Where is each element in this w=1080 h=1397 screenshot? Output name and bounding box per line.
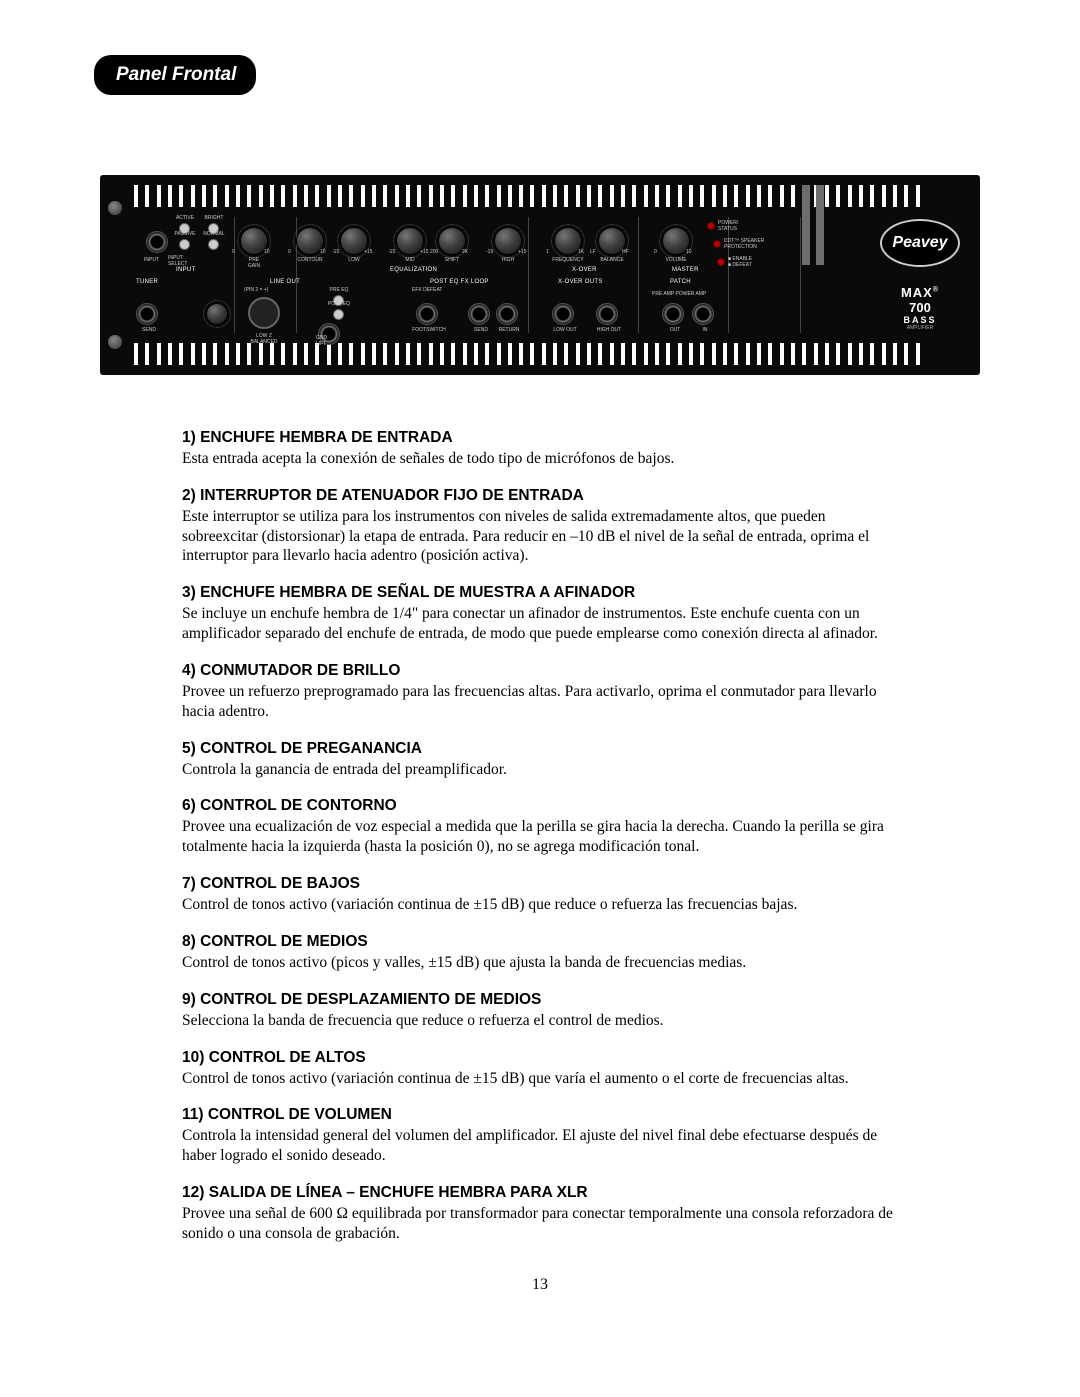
section-title: 7) CONTROL DE BAJOS — [182, 875, 898, 893]
section-body: Selecciona la banda de frecuencia que re… — [182, 1011, 898, 1031]
manual-section: 5) CONTROL DE PREGANANCIA Controla la gan… — [182, 740, 898, 780]
manual-section: 4) CONMUTADOR DE BRILLO Provee un refuerz… — [182, 662, 898, 722]
section-title: 8) CONTROL DE MEDIOS — [182, 933, 898, 951]
manual-section: 9) CONTROL DE DESPLAZAMIENTO DE MEDIOS Se… — [182, 991, 898, 1031]
section-body: Se incluye un enchufe hembra de 1/4" par… — [182, 604, 898, 644]
manual-section: 3) ENCHUFE HEMBRA DE SEÑAL DE MUESTRA A … — [182, 584, 898, 644]
manual-section: 2) INTERRUPTOR DE ATENUADOR FIJO DE ENTR… — [182, 487, 898, 566]
section-title: 5) CONTROL DE PREGANANCIA — [182, 740, 898, 758]
section-title: 10) CONTROL DE ALTOS — [182, 1049, 898, 1067]
section-body: Esta entrada acepta la conexión de señal… — [182, 449, 898, 469]
section-title: 4) CONMUTADOR DE BRILLO — [182, 662, 898, 680]
model-label: MAX® 700 BASS AMPLIFIER — [884, 285, 956, 331]
section-body: Provee una señal de 600 Ω equilibrada po… — [182, 1204, 898, 1244]
section-body: Controla la intensidad general del volum… — [182, 1126, 898, 1166]
section-badge: Panel Frontal — [94, 55, 256, 95]
section-title: 3) ENCHUFE HEMBRA DE SEÑAL DE MUESTRA A … — [182, 584, 898, 602]
amplifier-front-panel: INPUTEQUALIZATIONX-OVERMASTERTUNERLINE O… — [100, 175, 980, 375]
model-line-4: AMPLIFIER — [884, 325, 956, 331]
section-body: Control de tonos activo (variación conti… — [182, 895, 898, 915]
section-body: Provee un refuerzo preprogramado para la… — [182, 682, 898, 722]
model-line-2: 700 — [884, 300, 956, 315]
manual-section: 6) CONTROL DE CONTORNO Provee una ecualiz… — [182, 797, 898, 857]
section-body: Control de tonos activo (picos y valles,… — [182, 953, 898, 973]
panel-diagram: 1245678910222311263131214151816172425202… — [100, 175, 980, 375]
manual-section: 10) CONTROL DE ALTOS Control de tonos act… — [182, 1049, 898, 1089]
section-body: Control de tonos activo (variación conti… — [182, 1069, 898, 1089]
section-title: 12) SALIDA DE LÍNEA – ENCHUFE HEMBRA PAR… — [182, 1184, 898, 1202]
manual-section: 8) CONTROL DE MEDIOS Control de tonos act… — [182, 933, 898, 973]
model-line-1: MAX — [901, 285, 933, 300]
manual-section: 1) ENCHUFE HEMBRA DE ENTRADA Esta entrada… — [182, 429, 898, 469]
section-title: 11) CONTROL DE VOLUMEN — [182, 1106, 898, 1124]
section-title: 1) ENCHUFE HEMBRA DE ENTRADA — [182, 429, 898, 447]
manual-section: 7) CONTROL DE BAJOS Control de tonos acti… — [182, 875, 898, 915]
section-body: Este interruptor se utiliza para los ins… — [182, 507, 898, 566]
manual-section: 11) CONTROL DE VOLUMEN Controla la intens… — [182, 1106, 898, 1166]
manual-section: 12) SALIDA DE LÍNEA – ENCHUFE HEMBRA PAR… — [182, 1184, 898, 1244]
section-title: 6) CONTROL DE CONTORNO — [182, 797, 898, 815]
page-number: 13 — [94, 1276, 986, 1294]
brand-logo: Peavey — [880, 219, 960, 267]
model-reg: ® — [933, 287, 939, 294]
panel-ticks-bottom — [134, 343, 920, 365]
model-line-3: BASS — [884, 315, 956, 325]
section-body: Provee una ecualización de voz especial … — [182, 817, 898, 857]
section-title: 2) INTERRUPTOR DE ATENUADOR FIJO DE ENTR… — [182, 487, 898, 505]
section-title: 9) CONTROL DE DESPLAZAMIENTO DE MEDIOS — [182, 991, 898, 1009]
section-body: Controla la ganancia de entrada del prea… — [182, 760, 898, 780]
